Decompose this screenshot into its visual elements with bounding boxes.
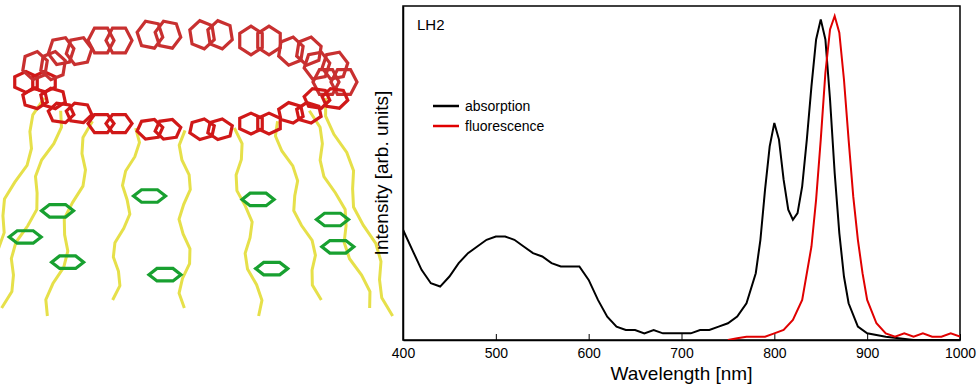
x-tick-label: 400 — [392, 345, 416, 361]
x-tick-label: 1000 — [945, 345, 976, 361]
bchl-b850 — [297, 37, 321, 65]
x-tick-label: 800 — [763, 345, 787, 361]
bchl-b800 — [9, 231, 41, 243]
legend: absorption fluorescence — [433, 98, 545, 134]
y-axis-title: Intensity [arb. units] — [371, 91, 392, 256]
legend-swatch — [433, 105, 459, 108]
legend-label: absorption — [465, 98, 530, 114]
x-tick-mark — [589, 334, 590, 340]
chart: 400 500 600 700 800 900 1000 Wavelength [nm] Int… — [371, 6, 976, 384]
bchl-b850 — [208, 119, 232, 139]
x-tick-mark — [682, 334, 683, 340]
bchl-b850 — [297, 103, 321, 123]
carotenoid — [113, 128, 140, 300]
x-tick: 700 — [670, 334, 694, 361]
series-line — [728, 16, 960, 340]
bchl-b850 — [208, 21, 232, 49]
bchl-b800 — [322, 241, 354, 253]
x-tick-label: 700 — [670, 345, 694, 361]
annotation: LH2 — [417, 16, 445, 33]
bchl-b800 — [242, 193, 274, 205]
bchl-b850 — [106, 115, 132, 133]
bchl-b800 — [316, 213, 348, 225]
bchl-b800 — [52, 256, 84, 268]
x-tick-mark — [496, 334, 497, 340]
bchl-b850 — [322, 89, 348, 109]
bchl-b850 — [155, 21, 181, 48]
x-axis-title: Wavelength [nm] — [611, 363, 753, 384]
x-tick-mark — [867, 334, 868, 340]
carotenoid — [179, 130, 190, 308]
x-axis: 400 500 600 700 800 900 1000 — [392, 334, 976, 361]
figure: 400 500 600 700 800 900 1000 Wavelength [nm] Int… — [0, 0, 979, 387]
x-tick: 500 — [485, 334, 509, 361]
legend-label: fluorescence — [465, 118, 545, 134]
bchl-b850 — [322, 52, 348, 79]
x-tick-label: 500 — [485, 345, 509, 361]
x-tick-mark — [960, 334, 961, 340]
plot-lines — [403, 16, 960, 340]
x-tick: 1000 — [945, 334, 976, 361]
bchl-b850 — [66, 103, 92, 123]
x-tick: 900 — [856, 334, 880, 361]
carotenoid — [234, 128, 262, 316]
bchl-b850 — [258, 113, 281, 134]
y-axis — [403, 7, 404, 341]
bchl-b800 — [256, 262, 288, 274]
x-tick: 800 — [763, 334, 787, 361]
x-tick-label: 600 — [577, 345, 601, 361]
legend-item: absorption — [433, 98, 530, 114]
series-line — [403, 19, 960, 340]
x-tick-label: 900 — [856, 345, 880, 361]
legend-swatch — [433, 125, 459, 128]
bchl-b800 — [149, 268, 181, 280]
bchl-b850 — [258, 26, 281, 55]
y-axis-line — [403, 7, 405, 341]
lh2-structure — [0, 21, 393, 316]
carotenoid — [2, 111, 62, 308]
x-tick-mark — [774, 334, 775, 340]
plot-frame — [403, 6, 960, 340]
bchl-b800 — [134, 190, 166, 202]
bchl-b850 — [106, 28, 132, 53]
legend-item: fluorescence — [433, 118, 545, 134]
bchl-b850 — [41, 52, 65, 80]
bchl-b800 — [42, 205, 74, 217]
bchl-b850 — [155, 119, 181, 139]
x-tick: 600 — [577, 334, 601, 361]
